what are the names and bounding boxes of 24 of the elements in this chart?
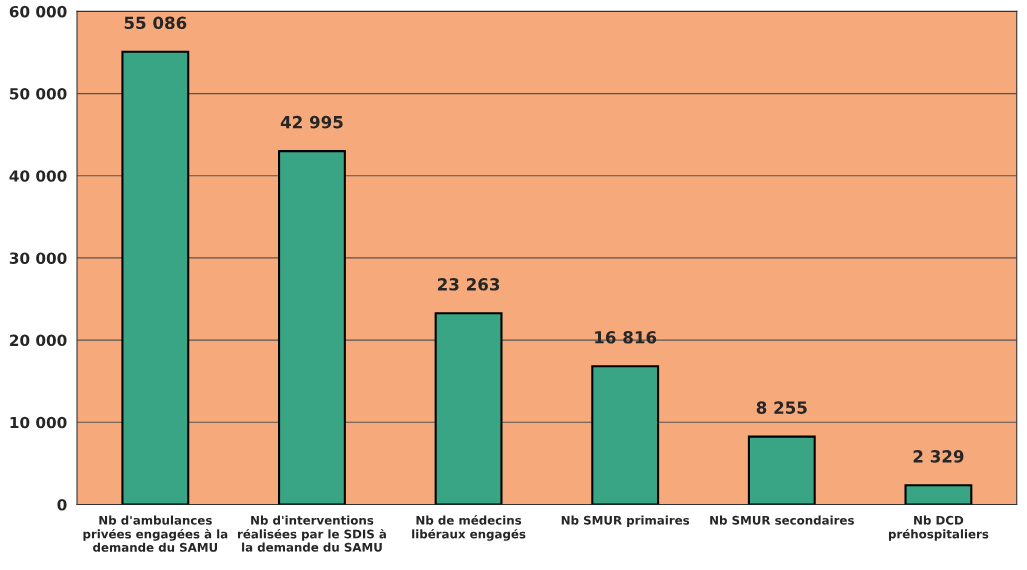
x-tick-label: Nb DCD préhospitaliers xyxy=(888,515,989,541)
x-tick-label: Nb SMUR secondaires xyxy=(710,515,854,525)
y-tick-label: 30 000 xyxy=(9,252,67,264)
bar xyxy=(434,312,503,505)
data-label: 23 263 xyxy=(437,278,500,291)
x-tick-label: Nb d'interventions réalisées par le SDIS à la demande du SAMU xyxy=(238,515,386,552)
data-label: 2 329 xyxy=(913,450,964,463)
bar xyxy=(904,484,973,505)
x-tick-label: Nb de médecins libéraux engagés xyxy=(412,515,526,541)
x-tick-label: Nb d'ambulances privées engagées à la demande du SAMU xyxy=(83,515,228,552)
y-tick-label: 10 000 xyxy=(10,416,67,429)
y-tick-label: 50 000 xyxy=(10,88,67,100)
bar xyxy=(591,365,660,505)
data-label: 42 995 xyxy=(280,115,343,129)
bar xyxy=(747,435,816,505)
y-tick-label: 20 000 xyxy=(10,334,67,347)
y-tick-label: 40 000 xyxy=(9,170,67,182)
x-tick-label: Nb SMUR primaires xyxy=(561,515,690,527)
data-label: 8 255 xyxy=(756,401,807,414)
bar xyxy=(278,150,346,505)
data-label: 55 086 xyxy=(124,16,187,30)
bar xyxy=(121,50,190,505)
y-tick-label: 60 000 xyxy=(9,5,67,18)
y-tick-label: 0 xyxy=(57,498,67,511)
